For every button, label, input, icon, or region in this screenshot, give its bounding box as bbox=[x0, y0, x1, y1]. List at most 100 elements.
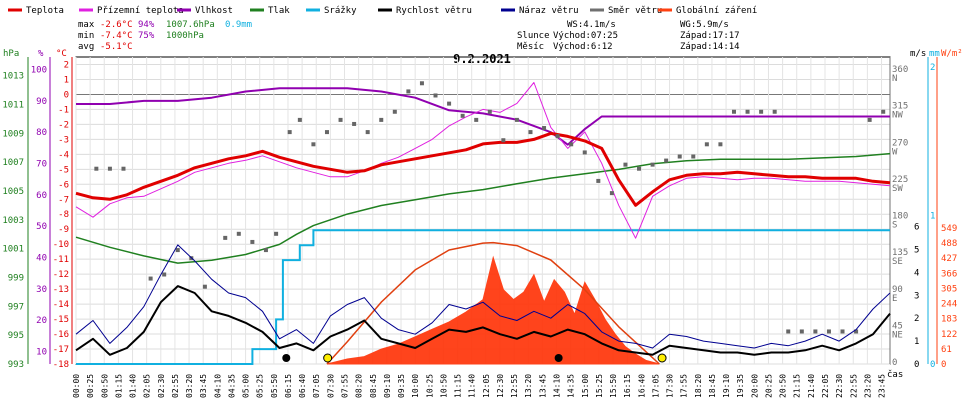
wind-tick-label: 6 bbox=[914, 223, 919, 233]
wind-direction-point bbox=[250, 240, 254, 244]
hum-tick-label: 70 bbox=[36, 160, 47, 170]
time-tick-label: 08:20 bbox=[355, 374, 364, 398]
legend-label: Tlak bbox=[268, 6, 290, 16]
time-tick-label: 12:05 bbox=[482, 374, 491, 398]
legend-label: Vlhkost bbox=[195, 6, 233, 16]
dir-tick-name: W bbox=[892, 147, 898, 157]
wind-direction-point bbox=[288, 130, 292, 134]
time-tick-label: 07:05 bbox=[312, 374, 321, 398]
stat-max-temp: -2.6°C bbox=[100, 20, 133, 30]
dir-tick-name: N bbox=[892, 74, 897, 84]
stat-min-temp: -7.4°C bbox=[100, 31, 133, 41]
temp-tick-label: -13 bbox=[53, 285, 69, 295]
stat-avg-label: avg bbox=[78, 42, 94, 52]
weather-chart: Teplota Přízemní teplota Vlhkost Tlak Srážky… bbox=[0, 0, 966, 400]
press-tick-label: 995 bbox=[8, 331, 24, 341]
wind-direction-point bbox=[461, 114, 465, 118]
temp-unit: °C bbox=[56, 49, 67, 59]
time-tick-label: 06:40 bbox=[298, 374, 307, 398]
time-tick-label: 20:00 bbox=[750, 374, 759, 398]
rad-tick-label: 61 bbox=[941, 345, 952, 355]
time-tick-label: 00:50 bbox=[100, 374, 109, 398]
wind-direction-point bbox=[393, 110, 397, 114]
stat-avg-temp: -5.1°C bbox=[100, 42, 133, 52]
rad-tick-label: 244 bbox=[941, 300, 957, 310]
time-tick-label: 13:45 bbox=[538, 374, 547, 398]
time-tick-label: 10:50 bbox=[439, 374, 448, 398]
time-tick-label: 17:55 bbox=[680, 374, 689, 398]
wind-tick-label: 4 bbox=[914, 268, 919, 278]
time-tick-label: 07:30 bbox=[326, 374, 335, 398]
stat-max-press: 1007.6hPa bbox=[166, 20, 215, 30]
time-tick-label: 05:25 bbox=[256, 374, 265, 398]
time-tick-label: 10:25 bbox=[425, 374, 434, 398]
press-tick-label: 997 bbox=[8, 302, 24, 312]
stat-max-rain: 0.9mm bbox=[225, 20, 252, 30]
temp-tick-label: 1 bbox=[64, 75, 69, 85]
rad-tick-label: 183 bbox=[941, 315, 957, 325]
dir-tick-name: SE bbox=[892, 257, 903, 267]
dir-tick-label: 0 bbox=[892, 358, 897, 368]
wind-direction-point bbox=[596, 179, 600, 183]
wind-direction-point bbox=[420, 81, 424, 85]
wind-direction-point bbox=[366, 130, 370, 134]
wind-direction-point bbox=[203, 285, 207, 289]
rad-tick-label: 427 bbox=[941, 254, 957, 264]
hum-tick-label: 60 bbox=[36, 191, 47, 201]
time-tick-label: 19:10 bbox=[722, 374, 731, 398]
time-tick-label: 14:35 bbox=[567, 374, 576, 398]
wind-ws: WS:4.1m/s bbox=[567, 20, 616, 30]
hum-unit: % bbox=[38, 49, 44, 59]
time-tick-label: 21:15 bbox=[793, 374, 802, 398]
wind-direction-point bbox=[705, 142, 709, 146]
wind-direction-point bbox=[162, 272, 166, 276]
wind-tick-label: 3 bbox=[914, 291, 919, 301]
temp-tick-label: -14 bbox=[53, 300, 69, 310]
temp-tick-label: -1 bbox=[58, 105, 69, 115]
rad-tick-label: 366 bbox=[941, 269, 957, 279]
time-tick-label: 13:20 bbox=[524, 374, 533, 398]
legend-label: Náraz větru bbox=[519, 6, 579, 16]
hum-tick-label: 50 bbox=[36, 222, 47, 232]
press-tick-label: 1003 bbox=[2, 216, 24, 226]
rad-unit: W/m² bbox=[941, 49, 963, 59]
hum-tick-label: 90 bbox=[36, 97, 47, 107]
wind-direction-point bbox=[339, 118, 343, 122]
moonrise-marker bbox=[282, 354, 290, 362]
time-tick-label: 01:40 bbox=[129, 374, 138, 398]
wind-direction-point bbox=[542, 126, 546, 130]
press-tick-label: 1011 bbox=[2, 101, 24, 111]
time-tick-label: 02:55 bbox=[171, 374, 180, 398]
press-unit: hPa bbox=[3, 49, 19, 59]
time-tick-label: 08:45 bbox=[369, 374, 378, 398]
moon-rise: Východ:6:12 bbox=[553, 42, 613, 52]
time-tick-label: 11:15 bbox=[454, 374, 463, 398]
wind-direction-point bbox=[237, 232, 241, 236]
wind-direction-point bbox=[718, 142, 722, 146]
temp-tick-label: -8 bbox=[58, 210, 69, 220]
moon-set: Západ:14:14 bbox=[680, 42, 740, 52]
hum-tick-label: 10 bbox=[36, 347, 47, 357]
rad-tick-label: 0 bbox=[941, 360, 946, 370]
time-tick-label: 16:40 bbox=[637, 374, 646, 398]
press-tick-label: 1005 bbox=[2, 187, 24, 197]
wind-direction-point bbox=[678, 155, 682, 159]
wind-tick-label: 2 bbox=[914, 314, 919, 324]
wind-direction-point bbox=[108, 167, 112, 171]
wind-direction-point bbox=[223, 236, 227, 240]
press-tick-label: 1007 bbox=[2, 158, 24, 168]
press-tick-label: 993 bbox=[8, 360, 24, 370]
time-tick-label: 00:25 bbox=[86, 374, 95, 398]
press-tick-label: 999 bbox=[8, 274, 24, 284]
time-axis-label: čas bbox=[887, 369, 903, 380]
wind-direction-point bbox=[651, 163, 655, 167]
stat-min-press: 1000hPa bbox=[166, 31, 204, 41]
hum-tick-label: 20 bbox=[36, 316, 47, 326]
time-tick-label: 22:55 bbox=[849, 374, 858, 398]
temp-tick-label: -18 bbox=[53, 360, 69, 370]
temp-tick-label: -6 bbox=[58, 180, 69, 190]
time-tick-label: 01:15 bbox=[114, 374, 123, 398]
wind-direction-point bbox=[691, 155, 695, 159]
temp-tick-label: 2 bbox=[64, 60, 69, 70]
rain-tick-label: 2 bbox=[930, 63, 935, 73]
